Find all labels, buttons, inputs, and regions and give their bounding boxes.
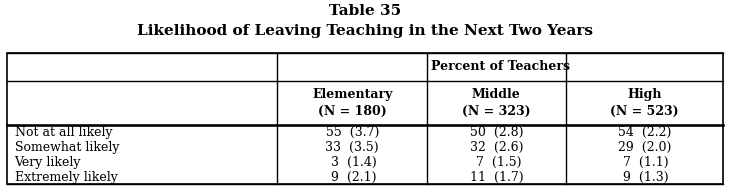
Text: Not at all likely: Not at all likely bbox=[15, 126, 112, 139]
Text: 54  (2.2): 54 (2.2) bbox=[618, 126, 671, 139]
Text: 33  (3.5): 33 (3.5) bbox=[326, 141, 379, 154]
Text: 7  (1.5): 7 (1.5) bbox=[472, 156, 521, 169]
Text: Extremely likely: Extremely likely bbox=[15, 171, 118, 184]
Text: 29  (2.0): 29 (2.0) bbox=[618, 141, 671, 154]
Text: High
(N = 523): High (N = 523) bbox=[610, 88, 679, 118]
Text: 9  (2.1): 9 (2.1) bbox=[328, 171, 377, 184]
Text: Elementary
(N = 180): Elementary (N = 180) bbox=[312, 88, 393, 118]
Text: Table 35: Table 35 bbox=[329, 4, 401, 18]
Text: Middle
(N = 323): Middle (N = 323) bbox=[462, 88, 531, 118]
Text: Somewhat likely: Somewhat likely bbox=[15, 141, 119, 154]
Text: 7  (1.1): 7 (1.1) bbox=[620, 156, 669, 169]
Text: 9  (1.3): 9 (1.3) bbox=[620, 171, 669, 184]
Text: 55  (3.7): 55 (3.7) bbox=[326, 126, 379, 139]
Text: 32  (2.6): 32 (2.6) bbox=[469, 141, 523, 154]
Text: Percent of Teachers: Percent of Teachers bbox=[431, 60, 569, 73]
Text: 11  (1.7): 11 (1.7) bbox=[469, 171, 523, 184]
Text: Likelihood of Leaving Teaching in the Next Two Years: Likelihood of Leaving Teaching in the Ne… bbox=[137, 24, 593, 38]
FancyBboxPatch shape bbox=[7, 53, 723, 184]
Text: 50  (2.8): 50 (2.8) bbox=[469, 126, 523, 139]
Text: Very likely: Very likely bbox=[15, 156, 81, 169]
Text: 3  (1.4): 3 (1.4) bbox=[327, 156, 377, 169]
